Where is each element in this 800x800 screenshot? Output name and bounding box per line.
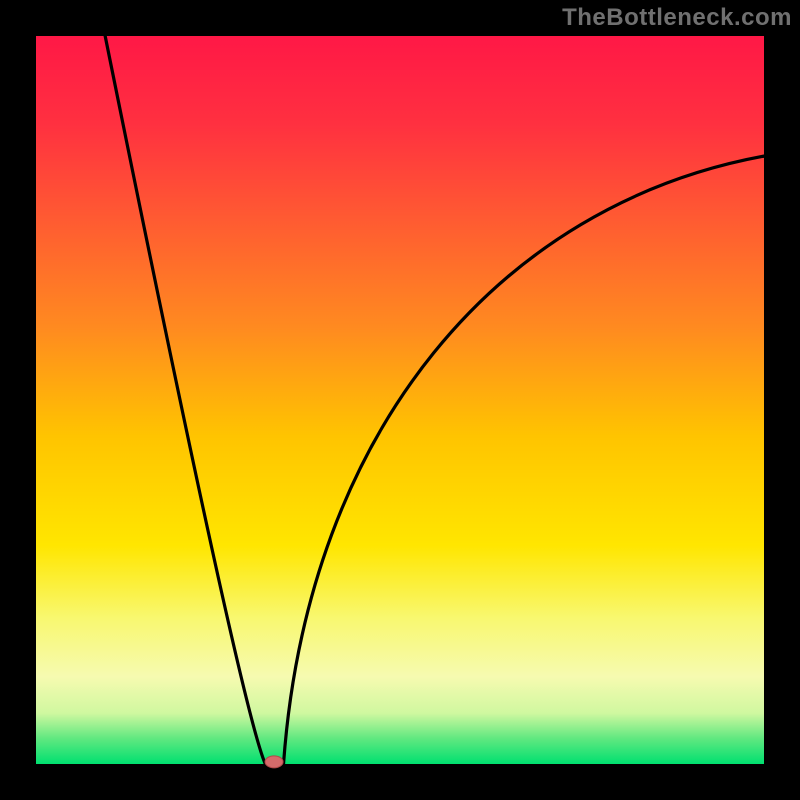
optimal-point-marker — [265, 756, 283, 768]
chart-container: TheBottleneck.com — [0, 0, 800, 800]
bottleneck-chart — [0, 0, 800, 800]
watermark-text: TheBottleneck.com — [562, 4, 792, 32]
